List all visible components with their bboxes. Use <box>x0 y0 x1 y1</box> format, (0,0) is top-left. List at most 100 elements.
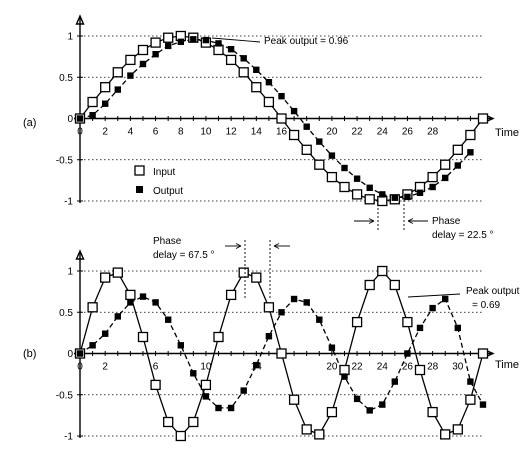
panel-b-input-point-31 <box>465 394 476 405</box>
panel-b-output-point-25 <box>391 378 398 385</box>
panel-b-xtick-label-8: 26 <box>402 362 414 373</box>
panel-a-label: (a) <box>23 117 36 129</box>
panel-b-output-point-26 <box>404 350 411 357</box>
peak-output-b-2: = 0.69 <box>472 300 501 311</box>
panel-a-input-point-19 <box>314 159 325 170</box>
panel-b-output-point-31 <box>467 378 474 385</box>
panel-a-input-point-31 <box>465 129 476 141</box>
panel-b-input-point-15 <box>263 302 275 313</box>
panel-b-output-point-12 <box>227 404 235 412</box>
panel-a-input-point-1 <box>87 96 98 108</box>
panel-b-output-point-9 <box>190 370 197 377</box>
panel-b-output-point-11 <box>215 404 222 412</box>
panel-a-input-point-28 <box>427 171 438 183</box>
peak-output-a: Peak output = 0.96 <box>264 36 349 47</box>
panel-b-output-point-24 <box>379 401 386 408</box>
panel-a-output-point-21 <box>341 164 348 172</box>
panel-b-xlabel: Time <box>495 359 519 371</box>
panel-b-xtick-label-3: 10 <box>200 362 212 373</box>
panel-b-output-point-6 <box>152 299 159 306</box>
panel-b-output-point-7 <box>165 316 172 323</box>
panel-a-xtick-label-5: 10 <box>200 127 212 138</box>
panel-b-input-point-8 <box>175 430 186 442</box>
panel-a-input-point-15 <box>263 96 275 108</box>
panel-b-input-point-24 <box>377 265 388 277</box>
panel-b: 10.50-0.5-10261014202224262830 (b) Time … <box>23 236 520 443</box>
panel-a-input-point-17 <box>288 129 300 141</box>
panel-b-xtick-label-1: 2 <box>102 362 108 373</box>
panel-a-ytick-label-2: 0 <box>67 114 73 125</box>
panel-b-output-point-4 <box>127 299 134 306</box>
panel-a-input-point-21 <box>339 181 350 193</box>
panel-b-input-point-19 <box>314 429 325 440</box>
panel-b-input-point-25 <box>389 279 400 291</box>
phase-label-a-1: Phase <box>432 216 461 227</box>
panel-b-input-point-26 <box>402 316 413 328</box>
panel-b-input-point-22 <box>351 316 363 328</box>
peak-annotation-b: Peak output = 0.69 <box>407 286 520 311</box>
panel-a-input-point-3 <box>112 67 123 78</box>
panel-a-output-point-31 <box>467 149 474 156</box>
phase-annotation-b: Phase delay = 67.5 ° <box>153 236 290 300</box>
panel-b-input-point-12 <box>225 289 237 301</box>
panel-b-input-point-6 <box>150 379 161 391</box>
panel-b-input-point-21 <box>339 364 350 376</box>
panel-a-output-point-13 <box>240 55 247 62</box>
panel-b-input-point-29 <box>440 429 451 440</box>
panel-a-input-point-2 <box>100 82 111 93</box>
panel-b-input-point-7 <box>163 416 174 428</box>
panel-a-xtick-label-0: 0 <box>77 127 83 138</box>
panel-a-grid <box>80 35 483 202</box>
panel-b-output-point-21 <box>341 373 348 380</box>
panel-a-output-point-9 <box>190 36 197 43</box>
panel-a-output-point-3 <box>114 86 121 93</box>
panel-a-xtick-label-11: 24 <box>377 127 389 138</box>
panel-a-output-point-22 <box>353 175 361 182</box>
panel-b-output-point-18 <box>303 299 310 306</box>
panel-b-output-point-17 <box>290 295 298 303</box>
panel-a-xtick-label-1: 2 <box>102 127 108 138</box>
panel-b-input-point-30 <box>452 424 463 435</box>
panel-a-ytick-label-0: 1 <box>67 32 73 43</box>
panel-b-output-point-0 <box>76 350 84 357</box>
panel-b-output-point-15 <box>265 333 273 340</box>
panel-b-label: (b) <box>23 348 36 360</box>
panel-b-input-point-23 <box>364 279 375 291</box>
panel-b-output-point-28 <box>429 304 436 312</box>
panel-a-input-point-7 <box>163 32 174 43</box>
panel-a-xtick-label-8: 16 <box>276 127 288 138</box>
panel-a-output-point-28 <box>429 183 436 191</box>
panel-a-output-point-20 <box>328 152 336 159</box>
panel-b-input-point-17 <box>288 394 300 405</box>
panel-b-input-point-16 <box>276 348 287 359</box>
panel-a-input-point-23 <box>364 194 375 205</box>
panel-a-output-point-15 <box>265 79 273 86</box>
panel-b-markers <box>74 265 489 442</box>
legend-output-label: Output <box>153 186 183 197</box>
panel-a-output-point-12 <box>227 46 235 53</box>
panel-a-input-point-5 <box>137 44 149 56</box>
panel-b-input-point-11 <box>213 331 224 343</box>
panel-a-input-point-14 <box>251 82 262 93</box>
panel-b-xtick-label-5: 20 <box>326 362 338 373</box>
panel-b-input-point-20 <box>326 406 338 418</box>
panel-b-input-point-18 <box>301 424 312 435</box>
panel-b-ytick-label-1: 0.5 <box>59 308 73 319</box>
panel-b-xtick-label-7: 24 <box>377 362 389 373</box>
panel-a-output-point-11 <box>215 40 222 47</box>
panel-a-input-point-6 <box>150 37 161 48</box>
panel-b-output-point-22 <box>353 395 361 403</box>
panel-a-y-arrow <box>75 14 85 25</box>
panel-a-xtick-label-3: 6 <box>153 127 159 138</box>
panel-a-output-point-23 <box>366 184 373 191</box>
panel-a-output-point-26 <box>404 193 411 201</box>
panel-b-output-point-1 <box>89 342 96 349</box>
panel-a-input-point-30 <box>452 144 463 155</box>
panel-b-output-point-14 <box>253 361 260 369</box>
panel-b-input-point-27 <box>414 364 426 376</box>
panel-a-input-point-22 <box>351 189 363 200</box>
panel-a-input-point-24 <box>377 195 388 207</box>
panel-a-output-point-29 <box>442 174 449 182</box>
panel-a-output-point-19 <box>316 138 323 145</box>
panel-b-ytick-label-4: -1 <box>64 432 73 443</box>
